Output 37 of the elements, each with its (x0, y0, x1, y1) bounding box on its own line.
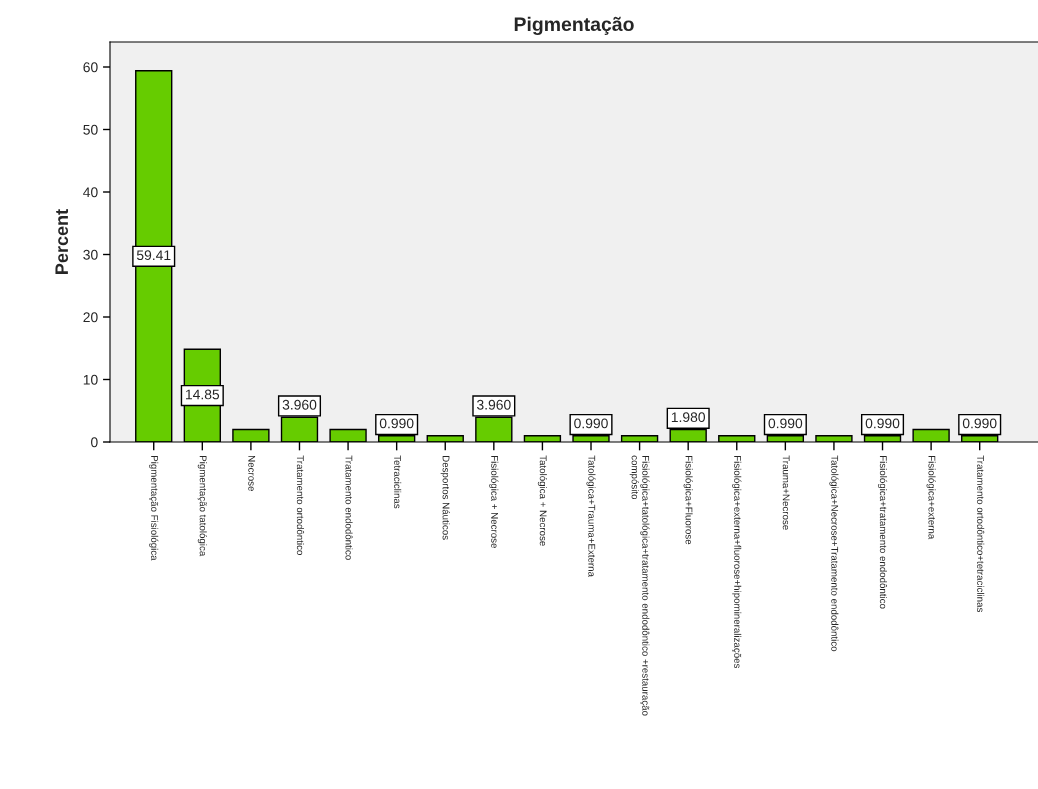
y-tick-label: 0 (91, 437, 98, 448)
x-tick-label: Tatológica+Necrose+Tratamento endodôntico (829, 455, 839, 652)
x-tick-label: Desportos Náuticos (440, 455, 450, 540)
data-label: 59.41 (136, 250, 171, 261)
data-label: 0.990 (574, 418, 608, 429)
data-label: 0.990 (865, 418, 900, 429)
x-tick-label: Tetraciclinas (394, 455, 402, 509)
x-tick-label: Tatológica+Trauma+Externa (586, 455, 596, 577)
x-tick-label: Tatológica + Necrose (537, 455, 548, 546)
data-label: 0.990 (379, 418, 414, 429)
x-tick-label: Fisiológica+tratamento endodôntico (877, 455, 888, 609)
x-tick-label: Fisiológica+externa (926, 455, 936, 540)
y-tick-label: 20 (83, 312, 98, 323)
y-tick-label: 10 (83, 374, 98, 385)
y-tick-label: 40 (83, 187, 98, 198)
data-label: 14.85 (186, 389, 220, 400)
x-tick-label: Necrose (248, 455, 256, 491)
data-label: 0.990 (962, 418, 997, 429)
data-label: 0.990 (768, 418, 803, 429)
x-tick-label: Fisiológica+tatológica+tratamento endodôntico +restauração compósito (629, 455, 650, 716)
x-tick-label: Fisiológica+externa+fluorose+hipomineralizações (732, 455, 742, 669)
y-tick-label: 60 (83, 62, 98, 73)
x-tick-label: Trauma+Necrose (782, 455, 790, 530)
chart-title: Pigmentação (514, 16, 634, 36)
x-tick-label: Pigmentação Fisiológica (149, 455, 159, 561)
x-tick-label: Tratamento ortodôntico+tetraciclinas (977, 455, 985, 612)
y-tick-label: 50 (83, 124, 98, 135)
x-tick-label: Pigmentação tatológica (197, 455, 207, 557)
data-label: 1.980 (671, 412, 706, 423)
x-tick-label: Fisiológica+Fluorose (683, 455, 693, 545)
x-tick-label: Fisiológica + Necrose (489, 455, 499, 548)
y-tick-label: 30 (83, 249, 98, 260)
y-axis-title: Percent (55, 209, 69, 274)
x-tick-label: Tratamento ortodôntico (296, 455, 305, 555)
data-label: 3.960 (476, 399, 511, 410)
x-tick-label: Tratamento endodôntico (345, 455, 353, 560)
data-label: 3.960 (282, 399, 317, 410)
